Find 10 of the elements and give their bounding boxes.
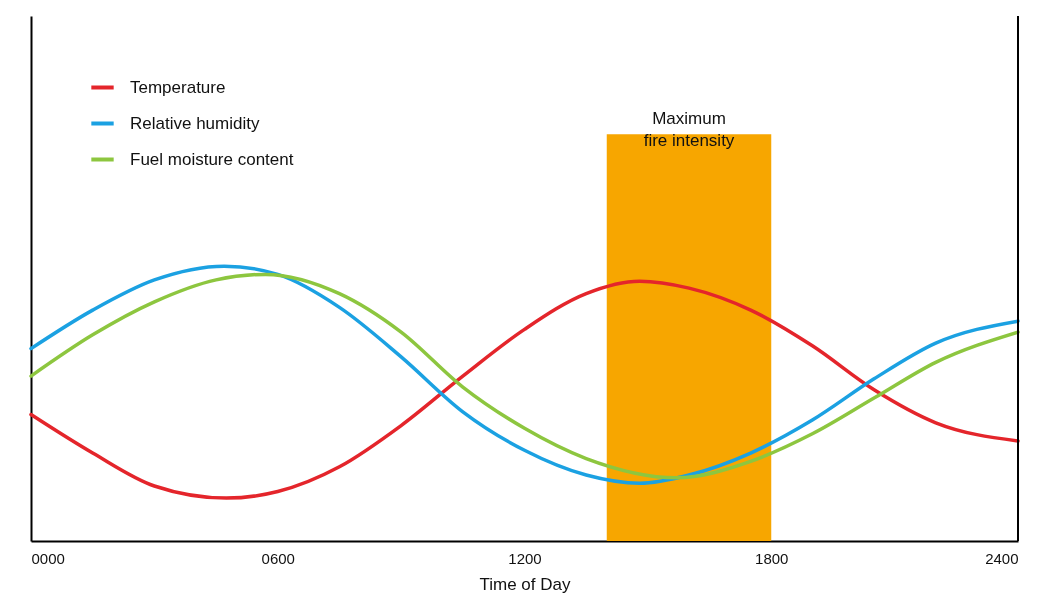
band-label: Maximum fire intensity: [643, 109, 735, 151]
legend-label: Fuel moisture content: [130, 149, 294, 169]
x-tick-label: 1200: [508, 549, 542, 567]
legend-label: Relative humidity: [130, 113, 260, 133]
x-tick-label: 0600: [261, 549, 295, 567]
x-tick-label: 2400: [985, 549, 1019, 567]
x-axis-title: Time of Day: [479, 574, 571, 594]
x-tick-label: 1800: [755, 549, 789, 567]
legend-label: Temperature: [130, 77, 226, 97]
x-tick-label: 0000: [31, 549, 65, 567]
